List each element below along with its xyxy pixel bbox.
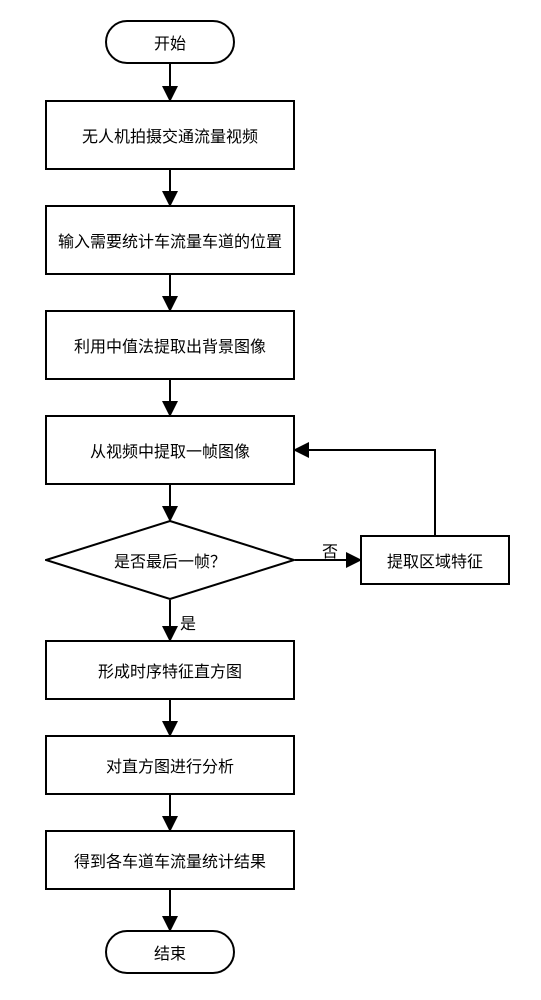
process-form-histogram: 形成时序特征直方图 xyxy=(45,640,295,700)
process-label: 提取区域特征 xyxy=(387,548,483,572)
process-median-background: 利用中值法提取出背景图像 xyxy=(45,310,295,380)
process-input-lane-pos: 输入需要统计车流量车道的位置 xyxy=(45,205,295,275)
process-label: 得到各车道车流量统计结果 xyxy=(74,848,266,872)
decision-label: 是否最后一帧？ xyxy=(114,548,226,572)
process-label: 形成时序特征直方图 xyxy=(98,658,242,682)
process-extract-frame: 从视频中提取一帧图像 xyxy=(45,415,295,485)
start-terminator: 开始 xyxy=(105,20,235,64)
end-label: 结束 xyxy=(154,940,186,964)
edge-label-no: 否 xyxy=(322,538,338,562)
process-label: 从视频中提取一帧图像 xyxy=(90,438,250,462)
process-label: 输入需要统计车流量车道的位置 xyxy=(58,228,282,252)
process-label: 利用中值法提取出背景图像 xyxy=(74,333,266,357)
process-label: 无人机拍摄交通流量视频 xyxy=(82,123,258,147)
edge-label-yes: 是 xyxy=(180,610,196,634)
process-analyze-histogram: 对直方图进行分析 xyxy=(45,735,295,795)
end-terminator: 结束 xyxy=(105,930,235,974)
process-extract-region-feature: 提取区域特征 xyxy=(360,535,510,585)
process-label: 对直方图进行分析 xyxy=(106,753,234,777)
decision-last-frame: 是否最后一帧？ xyxy=(45,520,295,600)
process-get-results: 得到各车道车流量统计结果 xyxy=(45,830,295,890)
process-capture-video: 无人机拍摄交通流量视频 xyxy=(45,100,295,170)
start-label: 开始 xyxy=(154,30,186,54)
